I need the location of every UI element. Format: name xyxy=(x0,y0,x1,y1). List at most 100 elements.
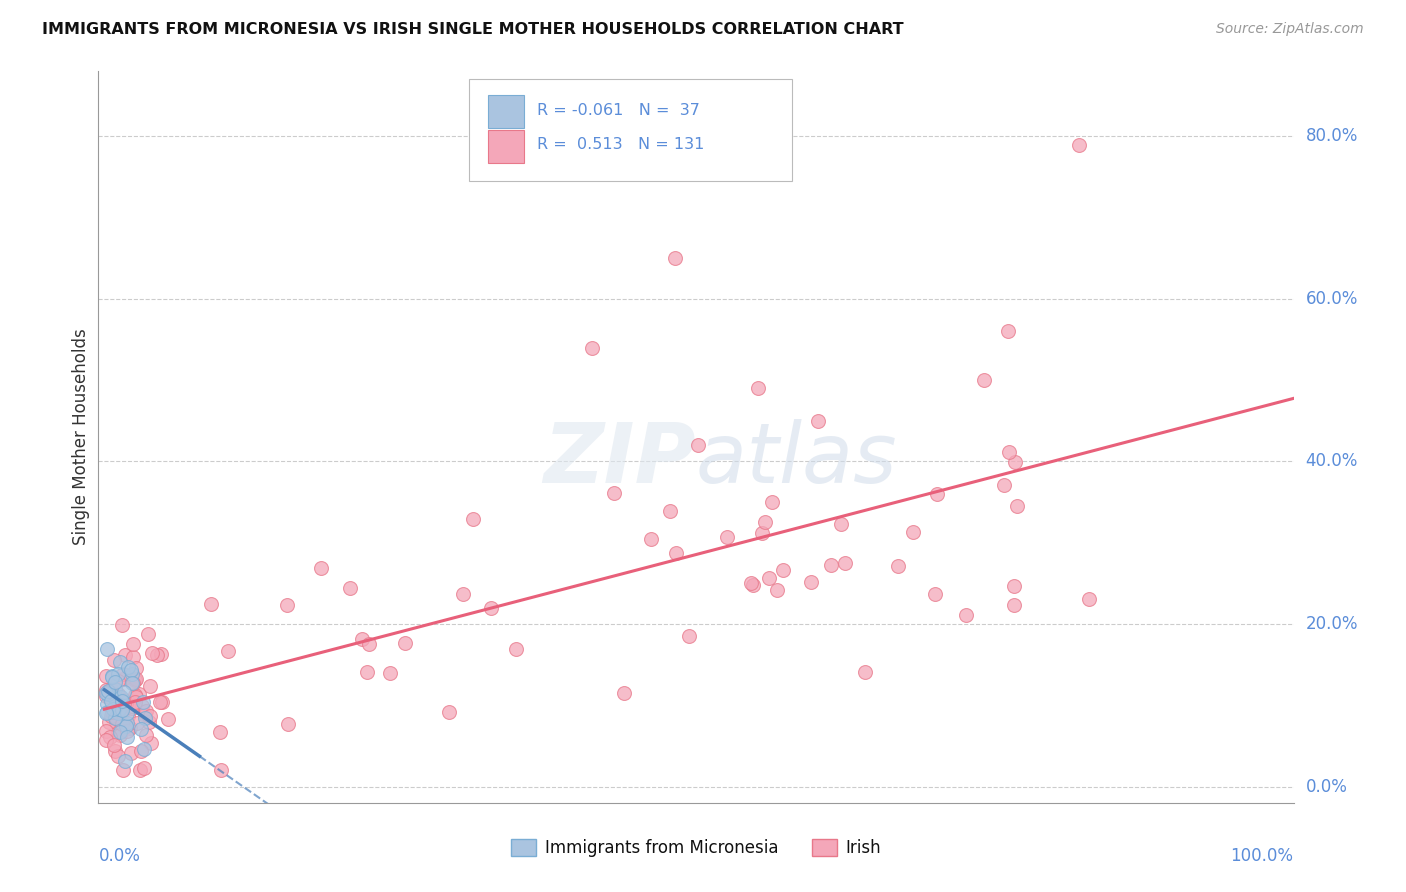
Point xyxy=(134,711,156,725)
Point xyxy=(277,716,299,731)
Point xyxy=(141,646,163,660)
Point xyxy=(1077,592,1099,607)
Point xyxy=(1002,598,1025,612)
Point xyxy=(807,414,830,428)
Point xyxy=(830,517,852,532)
Point xyxy=(149,648,172,662)
Point xyxy=(686,437,709,451)
Point xyxy=(665,545,688,559)
Point xyxy=(110,715,132,730)
Point xyxy=(111,703,134,717)
Point xyxy=(309,561,332,575)
Text: 60.0%: 60.0% xyxy=(1306,290,1358,308)
Point xyxy=(138,708,160,723)
Point xyxy=(209,764,232,778)
Point xyxy=(112,696,135,710)
Text: atlas: atlas xyxy=(696,418,897,500)
Text: 0.0%: 0.0% xyxy=(1306,778,1347,796)
Text: 20.0%: 20.0% xyxy=(1306,615,1358,633)
Point xyxy=(98,731,121,745)
Point xyxy=(209,724,232,739)
Point xyxy=(94,686,117,700)
Point xyxy=(96,668,118,682)
Point xyxy=(1002,579,1025,593)
Point xyxy=(98,690,121,704)
Point xyxy=(101,669,124,683)
Point xyxy=(121,666,143,681)
Point xyxy=(108,724,131,739)
Point xyxy=(117,660,139,674)
Text: 0.0%: 0.0% xyxy=(98,847,141,864)
Point xyxy=(96,697,118,711)
Point xyxy=(108,728,131,742)
Point xyxy=(993,478,1015,492)
Text: ZIP: ZIP xyxy=(543,418,696,500)
Point xyxy=(122,676,145,690)
Point xyxy=(120,663,142,677)
Point xyxy=(111,692,134,706)
Point xyxy=(114,719,136,733)
Point xyxy=(135,728,157,742)
Point xyxy=(103,653,125,667)
Text: R = -0.061   N =  37: R = -0.061 N = 37 xyxy=(537,103,700,118)
Text: Source: ZipAtlas.com: Source: ZipAtlas.com xyxy=(1216,22,1364,37)
Point xyxy=(94,689,117,703)
Point xyxy=(114,648,136,663)
Point xyxy=(356,665,378,679)
Point xyxy=(997,444,1019,458)
Point xyxy=(104,674,127,689)
Point xyxy=(1004,455,1026,469)
Point xyxy=(101,705,124,719)
Point xyxy=(800,575,823,590)
Point xyxy=(125,672,148,686)
Point xyxy=(139,736,162,750)
Point xyxy=(820,558,842,572)
Point xyxy=(357,637,380,651)
Point xyxy=(96,705,118,719)
Point xyxy=(107,673,129,688)
Point xyxy=(103,739,125,753)
Point xyxy=(110,716,132,731)
Point xyxy=(121,675,143,690)
Point xyxy=(758,571,780,585)
Point xyxy=(121,700,143,714)
Point xyxy=(640,532,662,546)
Point xyxy=(107,724,129,739)
Point xyxy=(112,684,135,698)
Text: 100.0%: 100.0% xyxy=(1230,847,1294,864)
Point xyxy=(678,629,700,643)
Point xyxy=(108,655,131,669)
Point xyxy=(973,373,995,387)
Point xyxy=(112,672,135,686)
Point xyxy=(761,495,783,509)
Point xyxy=(103,690,125,704)
Point xyxy=(139,679,162,693)
Point xyxy=(107,667,129,681)
Point xyxy=(111,706,134,720)
Point xyxy=(100,681,122,696)
Point xyxy=(96,685,118,699)
Point xyxy=(115,730,138,744)
Point xyxy=(352,632,374,646)
Point xyxy=(131,699,153,714)
Point xyxy=(111,694,134,708)
Point xyxy=(901,524,924,539)
Point xyxy=(129,723,152,737)
Point xyxy=(887,559,910,574)
FancyBboxPatch shape xyxy=(488,95,524,128)
Point xyxy=(96,682,118,697)
Point xyxy=(124,695,146,709)
Point xyxy=(108,701,131,715)
Point xyxy=(156,712,179,726)
Point xyxy=(104,744,127,758)
Point xyxy=(94,732,117,747)
Point xyxy=(115,715,138,730)
Point xyxy=(101,689,124,703)
Point xyxy=(378,666,401,681)
Point xyxy=(121,637,143,651)
Point xyxy=(742,578,765,592)
Text: R =  0.513   N = 131: R = 0.513 N = 131 xyxy=(537,137,704,152)
Point xyxy=(766,583,789,598)
Point xyxy=(754,515,776,529)
Point xyxy=(131,694,153,708)
